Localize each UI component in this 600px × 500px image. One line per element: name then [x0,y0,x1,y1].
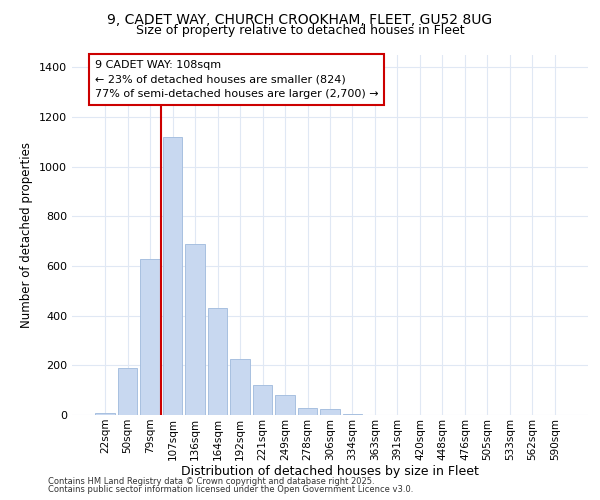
Bar [253,385,272,415]
Text: 9 CADET WAY: 108sqm
← 23% of detached houses are smaller (824)
77% of semi-detac: 9 CADET WAY: 108sqm ← 23% of detached ho… [95,60,379,100]
X-axis label: Distribution of detached houses by size in Fleet: Distribution of detached houses by size … [181,466,479,478]
Y-axis label: Number of detached properties: Number of detached properties [20,142,34,328]
Bar [320,409,340,415]
Bar [95,412,115,415]
Text: Contains HM Land Registry data © Crown copyright and database right 2025.: Contains HM Land Registry data © Crown c… [48,477,374,486]
Bar [140,258,160,415]
Text: Size of property relative to detached houses in Fleet: Size of property relative to detached ho… [136,24,464,37]
Text: Contains public sector information licensed under the Open Government Licence v3: Contains public sector information licen… [48,485,413,494]
Bar [185,244,205,415]
Bar [118,368,137,415]
Bar [208,308,227,415]
Bar [230,359,250,415]
Text: 9, CADET WAY, CHURCH CROOKHAM, FLEET, GU52 8UG: 9, CADET WAY, CHURCH CROOKHAM, FLEET, GU… [107,12,493,26]
Bar [298,408,317,415]
Bar [163,137,182,415]
Bar [275,395,295,415]
Bar [343,414,362,415]
